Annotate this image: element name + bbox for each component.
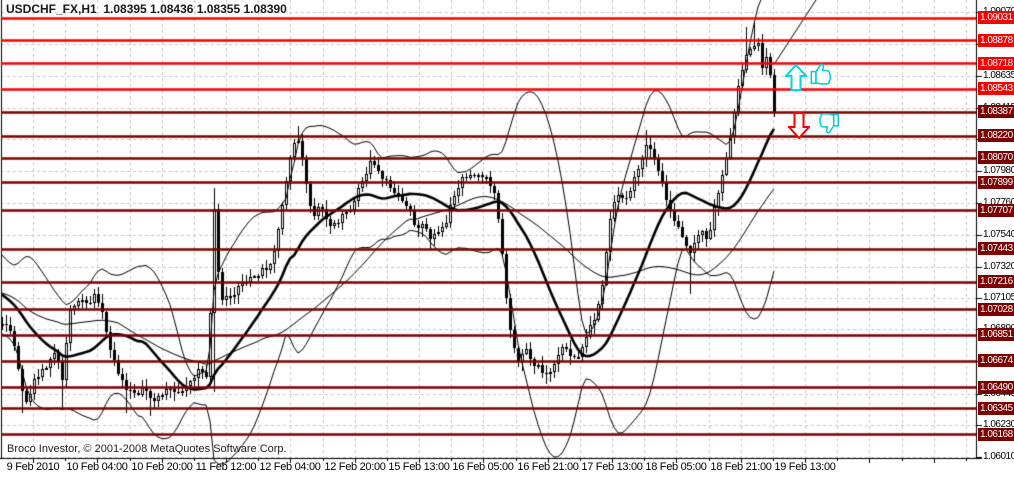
down-arrow-icon[interactable] (786, 111, 812, 144)
price-level-label: 1.08220 (978, 129, 1014, 143)
price-level-label: 1.07899 (978, 175, 1014, 189)
price-tick-label: 1.07105 (983, 291, 1014, 303)
time-axis-label: 9 Feb 2010 (6, 461, 60, 473)
price-tick-label: 1.06010 (983, 451, 1014, 462)
time-axis-label: 16 Feb 21:00 (517, 461, 579, 473)
price-level-label: 1.08718 (978, 56, 1014, 70)
price-level-label: 1.08878 (978, 33, 1014, 47)
broker-watermark: Broco Investor, © 2001-2008 MetaQuotes S… (7, 443, 287, 455)
price-tick-label: 1.07980 (983, 164, 1014, 176)
price-level-label: 1.08070 (978, 151, 1014, 165)
price-level-label: 1.07028 (978, 302, 1014, 316)
price-level-label: 1.07443 (978, 242, 1014, 256)
price-tick-label: 1.06230 (983, 419, 1014, 431)
time-axis-label: 18 Feb 05:00 (645, 461, 707, 473)
price-level-label: 1.09031 (978, 11, 1014, 25)
thumbs-up-icon[interactable] (809, 60, 837, 93)
price-tick-label: 1.07320 (983, 260, 1014, 272)
price-level-label: 1.08387 (978, 105, 1014, 119)
price-level-label: 1.06851 (978, 328, 1014, 342)
up-arrow-icon[interactable] (783, 63, 809, 96)
price-tick-label: 1.08635 (983, 69, 1014, 81)
price-level-label: 1.06345 (978, 401, 1014, 415)
time-axis-label: 17 Feb 13:00 (581, 461, 643, 473)
price-level-label: 1.07216 (978, 275, 1014, 289)
time-axis-label: 10 Feb 04:00 (66, 461, 128, 473)
time-axis-label: 11 Feb 12:00 (195, 461, 257, 473)
time-axis-label: 10 Feb 20:00 (131, 461, 193, 473)
time-axis-label: 19 Feb 13:00 (774, 461, 836, 473)
price-level-label: 1.06674 (978, 354, 1014, 367)
time-axis-label: 15 Feb 13:00 (388, 461, 450, 473)
price-level-label: 1.08543 (978, 82, 1014, 96)
price-tick-label: 1.07540 (983, 228, 1014, 240)
price-level-label: 1.07707 (978, 203, 1014, 217)
thumbs-down-icon[interactable] (813, 110, 841, 142)
time-axis-label: 12 Feb 20:00 (324, 461, 386, 473)
time-axis-label: 12 Feb 04:00 (259, 461, 321, 473)
price-level-label: 1.06490 (978, 380, 1014, 394)
price-level-label: 1.06168 (978, 427, 1014, 441)
time-axis-label: 16 Feb 05:00 (452, 461, 514, 473)
chart-title-ohlc: USDCHF_FX,H1 1.08395 1.08436 1.08355 1.0… (6, 2, 287, 16)
time-axis-label: 18 Feb 21:00 (710, 461, 772, 473)
price-tick-label: 1.07760 (983, 196, 1014, 208)
